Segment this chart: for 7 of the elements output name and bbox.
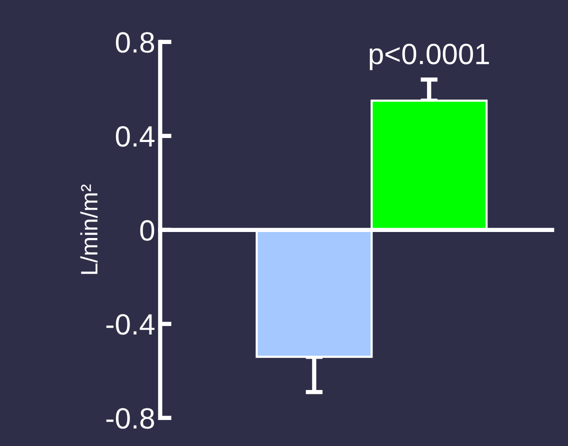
y-tick-label: 0.4 — [116, 126, 154, 147]
annotation: p<0.0001 — [370, 44, 489, 70]
y-tick-label: -0.8 — [106, 408, 154, 429]
y-tick-label: -0.4 — [106, 314, 154, 335]
y-axis-title: L/min/m² — [80, 184, 98, 274]
y-tick-label: 0 — [140, 220, 154, 241]
y-tick-label: 0.8 — [116, 32, 154, 53]
